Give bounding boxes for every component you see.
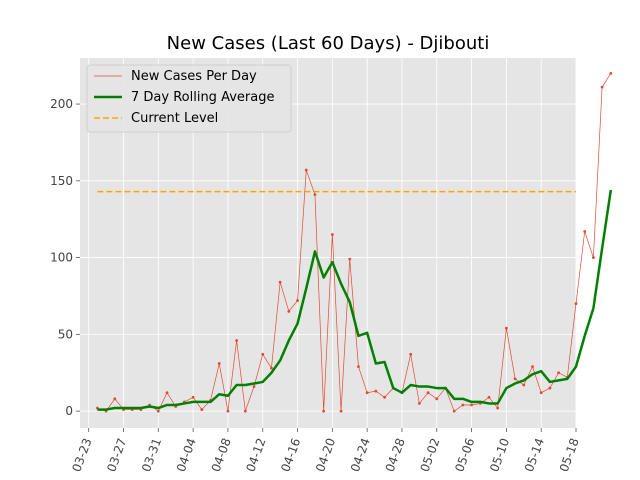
chart-title: New Cases (Last 60 Days) - Djibouti (167, 33, 490, 54)
new-cases-point (252, 385, 256, 388)
new-cases-point (435, 397, 439, 401)
x-axis: 03-23 03-27 03-31 04-04 04-08 04-12 04-16 04-20… (69, 428, 582, 474)
x-tick-label: 03-27 (104, 436, 129, 474)
new-cases-point (296, 299, 299, 302)
new-cases-point (330, 233, 334, 236)
new-cases-point (504, 326, 508, 330)
new-cases-point (226, 409, 230, 413)
new-cases-point (200, 408, 204, 411)
new-cases-point (365, 391, 369, 395)
new-cases-point (583, 230, 587, 233)
new-cases-point (452, 409, 456, 413)
new-cases-point (496, 406, 500, 410)
new-cases-point (287, 309, 291, 313)
new-cases-point (217, 362, 221, 365)
new-cases-point (278, 280, 282, 284)
new-cases-point (339, 409, 343, 413)
new-cases-point (409, 352, 413, 356)
x-tick-label: 04-16 (278, 436, 303, 474)
legend-box (86, 64, 292, 133)
x-tick-label: 04-08 (209, 436, 234, 474)
new-cases-point (531, 365, 534, 368)
y-tick-label: 0 (65, 404, 73, 418)
new-cases-point (513, 377, 517, 381)
new-cases-point (383, 395, 386, 399)
x-tick-label: 05-18 (557, 436, 582, 474)
new-cases-point (470, 403, 473, 407)
legend-label-current-level: Current Level (131, 111, 218, 126)
y-tick-label: 100 (50, 251, 73, 265)
legend: New Cases Per Day 7 Day Rolling Average … (86, 64, 292, 133)
x-tick-label: 04-24 (348, 436, 373, 474)
new-cases-point (235, 339, 239, 342)
x-tick-label: 03-23 (69, 436, 94, 474)
new-cases-point (574, 302, 578, 306)
new-cases-point (322, 409, 326, 413)
new-cases-point (522, 383, 526, 387)
new-cases-point (348, 257, 352, 261)
y-axis: 0 50 100 150 200 (50, 97, 80, 418)
x-tick-label: 04-12 (243, 436, 268, 474)
new-cases-point (426, 391, 430, 395)
x-tick-label: 04-04 (174, 436, 199, 474)
y-tick-label: 150 (50, 174, 73, 188)
x-tick-label: 05-06 (452, 436, 477, 474)
new-cases-point (357, 365, 360, 368)
x-tick-label: 05-02 (418, 436, 443, 474)
new-cases-point (600, 85, 604, 89)
x-tick-label: 04-28 (383, 436, 408, 474)
y-tick-label: 200 (50, 97, 73, 111)
new-cases-point (592, 256, 595, 259)
x-tick-label: 05-14 (522, 436, 547, 474)
new-cases-point (270, 366, 273, 370)
new-cases-point (156, 409, 160, 413)
new-cases-point (557, 371, 560, 375)
new-cases-point (539, 391, 543, 395)
series-group (96, 71, 613, 413)
new-cases-point (487, 395, 491, 399)
new-cases-point (113, 397, 117, 401)
legend-label-new-cases: New Cases Per Day (131, 69, 257, 84)
rolling-average-line (97, 189, 613, 411)
new-cases-point (417, 402, 421, 405)
x-tick-label: 04-20 (313, 436, 338, 474)
new-cases-point (461, 403, 465, 407)
x-tick-label: 05-10 (487, 436, 512, 474)
legend-label-rolling-average: 7 Day Rolling Average (131, 90, 274, 105)
y-tick-label: 50 (58, 327, 73, 341)
new-cases-point (243, 409, 247, 413)
new-cases-point (548, 386, 552, 390)
new-cases-point (165, 391, 169, 395)
new-cases-point (261, 352, 265, 356)
new-cases-point (304, 168, 308, 172)
new-cases-point (191, 395, 195, 399)
new-cases-point (313, 193, 317, 197)
x-tick-label: 03-31 (139, 436, 164, 474)
new-cases-point (374, 389, 378, 393)
new-cases-point (609, 71, 613, 75)
